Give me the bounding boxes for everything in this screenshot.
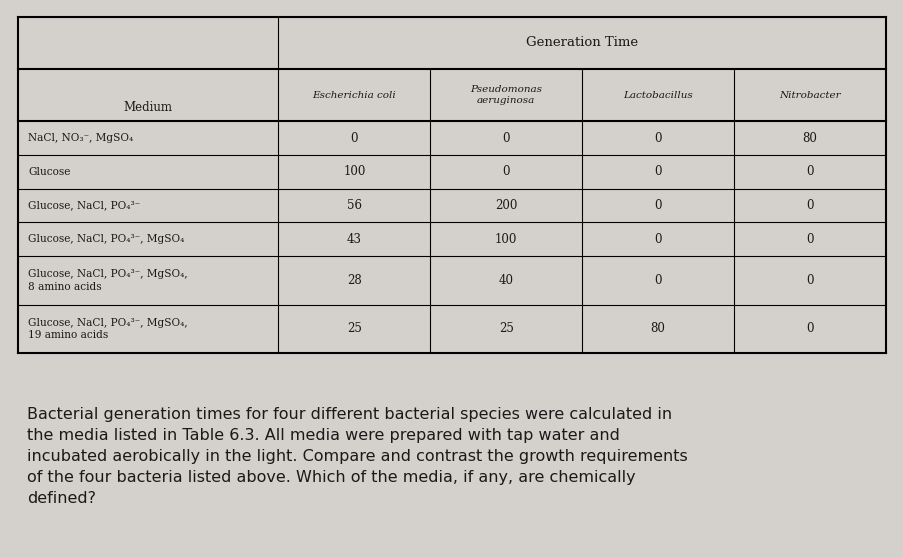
Text: Glucose, NaCl, PO₄³⁻, MgSO₄,
8 amino acids: Glucose, NaCl, PO₄³⁻, MgSO₄, 8 amino aci…	[29, 269, 188, 291]
Text: 25: 25	[498, 323, 513, 335]
Text: 0: 0	[805, 165, 813, 179]
Text: 100: 100	[343, 165, 365, 179]
Text: 0: 0	[654, 274, 661, 287]
Text: 28: 28	[347, 274, 361, 287]
Text: 0: 0	[805, 274, 813, 287]
Text: Medium: Medium	[124, 101, 172, 114]
Text: 80: 80	[650, 323, 665, 335]
Text: 0: 0	[502, 165, 509, 179]
Text: Glucose, NaCl, PO₄³⁻, MgSO₄: Glucose, NaCl, PO₄³⁻, MgSO₄	[29, 234, 185, 244]
Text: 0: 0	[502, 132, 509, 145]
Text: 0: 0	[654, 165, 661, 179]
Text: 56: 56	[347, 199, 361, 212]
Text: Glucose, NaCl, PO₄³⁻: Glucose, NaCl, PO₄³⁻	[29, 200, 141, 210]
Text: 0: 0	[805, 199, 813, 212]
Text: 43: 43	[347, 233, 361, 246]
Text: 0: 0	[654, 199, 661, 212]
Text: Glucose: Glucose	[29, 167, 70, 177]
Text: Bacterial generation times for four different bacterial species were calculated : Bacterial generation times for four diff…	[27, 407, 687, 506]
Text: NaCl, NO₃⁻, MgSO₄: NaCl, NO₃⁻, MgSO₄	[29, 133, 134, 143]
Text: Nitrobacter: Nitrobacter	[778, 91, 840, 100]
Text: 0: 0	[654, 233, 661, 246]
Text: 0: 0	[350, 132, 358, 145]
Text: 0: 0	[805, 233, 813, 246]
Text: Pseudomonas
aeruginosa: Pseudomonas aeruginosa	[470, 85, 542, 105]
Text: 80: 80	[802, 132, 816, 145]
Text: Escherichia coli: Escherichia coli	[312, 91, 396, 100]
Text: 200: 200	[495, 199, 517, 212]
Text: 25: 25	[347, 323, 361, 335]
Text: Lactobacillus: Lactobacillus	[622, 91, 693, 100]
Text: 0: 0	[654, 132, 661, 145]
Text: 40: 40	[498, 274, 513, 287]
Text: 0: 0	[805, 323, 813, 335]
Text: 100: 100	[495, 233, 517, 246]
Text: Generation Time: Generation Time	[526, 36, 638, 50]
Text: Glucose, NaCl, PO₄³⁻, MgSO₄,
19 amino acids: Glucose, NaCl, PO₄³⁻, MgSO₄, 19 amino ac…	[29, 318, 188, 340]
